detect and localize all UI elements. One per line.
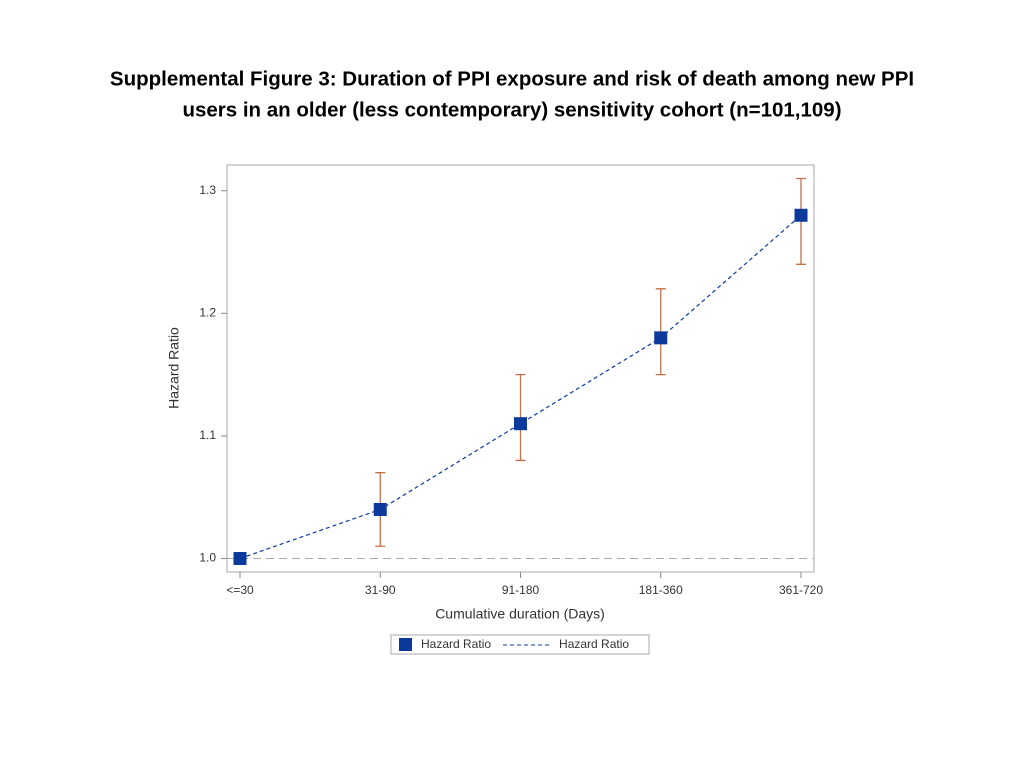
marker (514, 417, 527, 431)
x-tick-label: 31-90 (365, 583, 396, 597)
marker (233, 552, 247, 566)
y-tick-label: 1.0 (199, 551, 216, 565)
marker (373, 502, 387, 516)
chart-title: users in an older (less contemporary) se… (182, 98, 841, 121)
legend-label: Hazard Ratio (421, 637, 491, 651)
marker (654, 331, 668, 345)
x-tick-label: 361-720 (779, 583, 823, 597)
x-axis-label: Cumulative duration (Days) (435, 606, 605, 622)
chart-title: Supplemental Figure 3: Duration of PPI e… (110, 67, 914, 90)
x-tick-label: <=30 (226, 583, 254, 597)
y-tick-label: 1.1 (199, 428, 216, 442)
y-tick-label: 1.3 (199, 183, 216, 197)
series-line (239, 214, 802, 560)
y-tick-label: 1.2 (199, 306, 216, 320)
marker (794, 208, 808, 222)
legend-label: Hazard Ratio (559, 637, 629, 651)
legend-marker (399, 638, 412, 651)
x-tick-label: 181-360 (639, 583, 683, 597)
x-tick-label: 91-180 (502, 583, 540, 597)
plot-frame (226, 164, 815, 573)
y-axis-label: Hazard Ratio (166, 327, 182, 409)
